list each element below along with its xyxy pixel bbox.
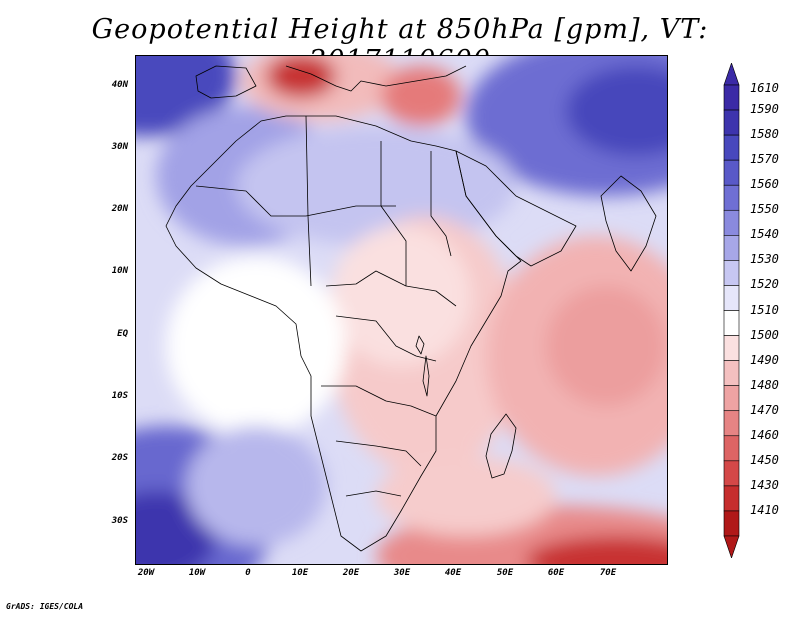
colorbar-label: 1450 <box>750 452 779 467</box>
colorbar-label: 1460 <box>750 427 779 442</box>
colorbar-swatch <box>723 109 740 136</box>
colorbar-label: 1560 <box>750 177 779 192</box>
colorbar-label: 1550 <box>750 202 779 217</box>
colorbar-swatch <box>723 84 740 111</box>
grads-credit: GrADS: IGES/COLA <box>6 602 84 611</box>
colorbar-swatch <box>723 134 740 161</box>
lat-label-20n: 20N <box>111 204 128 214</box>
lon-label-50e: 50E <box>496 568 514 578</box>
lat-label-30n: 30N <box>111 142 128 152</box>
lat-label-eq: EQ <box>117 329 128 339</box>
lon-label-20e: 20E <box>342 568 360 578</box>
colorbar-label: 1590 <box>750 102 779 117</box>
lon-label-40e: 40E <box>444 568 462 578</box>
colorbar-label: 1510 <box>750 302 779 317</box>
colorbar-label: 1520 <box>750 277 779 292</box>
lat-label-30s: 30S <box>111 516 128 526</box>
colorbar-swatch <box>723 260 740 286</box>
lon-label-0: 0 <box>245 568 251 578</box>
colorbar-swatch <box>723 285 740 311</box>
colorbar-swatch <box>723 385 740 412</box>
colorbar-swatch <box>723 510 740 537</box>
colorbar-label: 1540 <box>750 227 779 242</box>
colorbar-swatch <box>723 310 740 336</box>
colorbar-swatch <box>723 209 740 236</box>
colorbar-label: 1530 <box>750 252 779 267</box>
lon-label-10w: 10W <box>188 568 206 578</box>
colorbar-swatch <box>723 159 740 186</box>
lat-label-20s: 20S <box>111 453 128 463</box>
colorbar-label: 1570 <box>750 152 779 167</box>
lat-label-40n: 40N <box>111 80 128 90</box>
colorbar-swatch <box>723 335 740 361</box>
shaded-field <box>136 56 667 564</box>
coastline-outlines <box>165 65 657 552</box>
colorbar-top-arrow <box>723 63 740 86</box>
colorbar-swatch <box>723 184 740 211</box>
colorbar-swatch <box>723 235 740 261</box>
colorbar-label: 1480 <box>750 377 779 392</box>
colorbar-bottom-arrow <box>723 535 740 558</box>
colorbar-label: 1500 <box>750 327 779 342</box>
colorbar-label: 1470 <box>750 402 779 417</box>
map-panel <box>135 55 668 565</box>
colorbar-swatch <box>723 435 740 462</box>
colorbar-swatch <box>723 360 740 386</box>
lon-label-10e: 10E <box>291 568 309 578</box>
lon-label-30e: 30E <box>393 568 411 578</box>
colorbar-swatch <box>723 485 740 512</box>
lat-label-10n: 10N <box>111 266 128 276</box>
colorbar-swatch <box>723 460 740 487</box>
colorbar-label: 1410 <box>750 502 779 517</box>
lon-label-70e: 70E <box>599 568 617 578</box>
colorbar-label: 1610 <box>750 81 779 95</box>
colorbar-label: 1580 <box>750 127 779 142</box>
lon-label-20w: 20W <box>137 568 155 578</box>
colorbar-label: 1490 <box>750 352 779 367</box>
geopotential-height-field <box>136 56 667 564</box>
colorbar-label: 1430 <box>750 477 779 492</box>
lon-label-60e: 60E <box>547 568 565 578</box>
colorbar <box>723 63 740 558</box>
colorbar-swatch <box>723 410 740 437</box>
lat-label-10s: 10S <box>111 391 128 401</box>
